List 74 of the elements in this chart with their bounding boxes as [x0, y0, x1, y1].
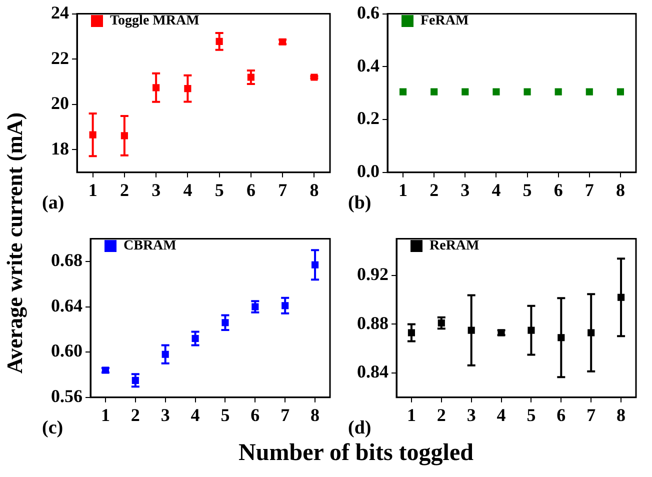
point [184, 85, 192, 92]
text: (c) [42, 417, 64, 438]
x-tick-label: 5 [522, 180, 532, 200]
x-axis-title: Number of bits toggled [238, 440, 474, 467]
x-tick-label: 1 [398, 180, 408, 200]
y-tick-label: 0.64 [51, 295, 82, 316]
text: (b) [348, 192, 372, 214]
y-tick-label: 0.84 [357, 362, 388, 382]
x-tick-label: 7 [278, 180, 288, 200]
y-tick-label: 0.56 [51, 386, 82, 406]
x-tick-label: 6 [556, 404, 566, 425]
legend-label: CBRAM [124, 238, 176, 254]
x-tick-label: 4 [492, 180, 501, 200]
x-tick-label: 5 [214, 180, 224, 200]
text: (d) [348, 417, 372, 438]
point [192, 334, 199, 342]
x-tick-label: 4 [183, 180, 192, 200]
point [162, 350, 169, 358]
x-tick-label: 1 [406, 404, 416, 425]
x-tick-label: 3 [460, 180, 470, 200]
point [311, 261, 319, 268]
point [468, 326, 475, 334]
x-tick-label: 6 [554, 180, 563, 200]
y-tick-label: 0.68 [51, 250, 82, 270]
y-tick-label: 20 [51, 93, 69, 114]
x-tick-label: 7 [584, 180, 594, 200]
y-tick-label: 18 [51, 138, 69, 158]
x-tick-label: 7 [586, 404, 596, 425]
x-tick-label: 1 [100, 404, 110, 425]
x-tick-label: 8 [310, 404, 320, 425]
x-tick-label: 2 [130, 404, 140, 425]
x-tick-label: 8 [616, 404, 626, 425]
x-tick-label: 8 [616, 180, 625, 200]
x-tick-label: 5 [220, 404, 230, 425]
y-tick-label: 0.6 [357, 2, 380, 22]
point [247, 74, 254, 81]
point [528, 326, 535, 334]
x-tick-label: 6 [250, 404, 260, 425]
point [588, 329, 595, 336]
y-tick-label: 0.60 [51, 340, 82, 361]
y-axis-title: Average write current (mA) [2, 111, 28, 376]
x-tick-label: 4 [496, 404, 506, 425]
y-tick-label: 0.2 [357, 108, 380, 128]
text: (a) [42, 192, 64, 214]
point [282, 302, 289, 310]
y-tick-label: 0.92 [357, 264, 388, 284]
point [152, 84, 160, 92]
point [408, 329, 416, 336]
y-tick-label: 0.88 [357, 312, 388, 333]
legend-label: Toggle MRAM [110, 14, 200, 29]
x-tick-label: 2 [120, 180, 129, 200]
x-tick-label: 7 [280, 404, 290, 425]
x-tick-label: 3 [160, 404, 170, 425]
x-tick-label: 6 [246, 180, 256, 200]
x-tick-label: 1 [88, 180, 98, 200]
legend-label: ReRAM [430, 238, 480, 254]
point [222, 319, 229, 326]
x-tick-label: 8 [310, 180, 319, 200]
x-tick-label: 5 [526, 404, 536, 425]
y-tick-label: 0.0 [357, 161, 380, 182]
y-tick-label: 22 [51, 48, 69, 68]
legend-label: FeRAM [420, 14, 469, 29]
point [558, 334, 565, 342]
x-tick-label: 4 [190, 404, 200, 425]
point [89, 131, 96, 138]
x-tick-label: 2 [436, 404, 446, 425]
y-tick-label: 24 [51, 2, 69, 22]
point [617, 294, 625, 301]
x-tick-label: 3 [466, 404, 476, 425]
x-tick-label: 3 [152, 180, 161, 200]
point [120, 132, 128, 140]
y-tick-label: 0.4 [357, 55, 380, 76]
point [216, 38, 223, 45]
x-tick-label: 2 [430, 180, 439, 200]
